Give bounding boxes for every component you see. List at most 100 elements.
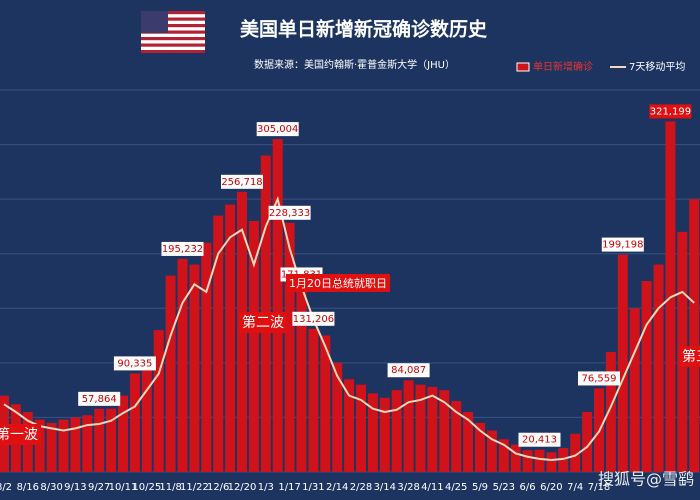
bar — [308, 328, 319, 472]
legend-label: 7天移动平均 — [629, 60, 685, 73]
bar — [427, 386, 438, 472]
bar — [522, 450, 533, 472]
bar — [118, 395, 128, 472]
x-tick-label: 9/27 — [88, 482, 110, 493]
data-label-box — [292, 311, 335, 326]
annotation-box — [0, 424, 41, 445]
bar — [129, 373, 140, 472]
bar — [70, 417, 81, 472]
bar — [415, 384, 426, 472]
data-label: 195,232 — [161, 241, 204, 256]
data-label-box — [601, 237, 644, 252]
data-label-box — [387, 363, 430, 378]
data-label: 131,206 — [292, 311, 335, 326]
bar — [356, 384, 366, 472]
bar — [106, 408, 117, 472]
annotation-box — [679, 346, 700, 367]
bar — [546, 452, 557, 472]
bar — [213, 215, 224, 472]
watermark: 搜狐号@雪鹞 — [598, 470, 694, 489]
bar — [141, 362, 152, 472]
x-tick-label: 10/25 — [132, 482, 161, 493]
data-label-box — [161, 241, 204, 256]
chart-title: 美国单日新增新冠确诊数历史 — [240, 18, 488, 41]
bar — [498, 439, 509, 472]
x-tick-label: 1/17 — [278, 482, 300, 493]
data-label-text: 321,199 — [650, 106, 691, 117]
bar — [439, 390, 450, 472]
x-tick-label: 6/6 — [520, 482, 536, 493]
x-tick-label: 12/6 — [207, 482, 229, 493]
data-label: 57,864 — [78, 391, 121, 406]
bar — [689, 199, 700, 472]
annotation-box — [286, 274, 390, 292]
x-tick-label: 11/8 — [159, 482, 181, 493]
data-label: 76,559 — [578, 371, 620, 386]
x-tick-label: 12/20 — [228, 482, 257, 493]
bar — [296, 284, 307, 472]
bar — [320, 335, 331, 472]
x-tick-label: 8/16 — [17, 482, 39, 493]
annotation: 1月20日总统就职日 — [289, 276, 387, 290]
data-label-text: 84,087 — [391, 365, 426, 376]
data-label-text: 76,559 — [582, 373, 617, 384]
data-label-text: 256,718 — [221, 177, 262, 188]
bar — [605, 351, 616, 472]
x-tick-label: 10/11 — [109, 482, 138, 493]
bar — [367, 393, 378, 472]
chart-subtitle: 数据来源：美国约翰斯·霍普金斯大学（JHU） — [254, 58, 455, 71]
data-label: 305,004 — [256, 122, 299, 137]
bar — [653, 264, 664, 472]
x-tick-label: 6/20 — [540, 482, 562, 493]
bar — [177, 258, 188, 472]
x-tick-label: 3/28 — [397, 482, 419, 493]
bar — [248, 220, 259, 472]
bar — [201, 242, 212, 472]
bar — [189, 264, 200, 472]
x-tick-label: 2/28 — [350, 482, 372, 493]
bar — [570, 433, 581, 472]
bar — [486, 430, 497, 472]
legend-swatch — [516, 62, 530, 72]
x-tick-label: 8/2 — [0, 482, 12, 493]
bar — [82, 415, 93, 472]
bar — [272, 139, 283, 472]
data-label: 84,087 — [387, 363, 430, 378]
bar — [94, 408, 105, 472]
bar — [641, 281, 652, 472]
data-label-box — [113, 356, 156, 371]
flag — [141, 11, 205, 53]
data-label: 199,198 — [601, 237, 644, 252]
bar — [510, 444, 521, 472]
bar — [617, 254, 628, 472]
data-label-box — [78, 391, 121, 406]
data-label-text: 228,333 — [269, 208, 310, 219]
data-label: 321,199 — [649, 104, 692, 119]
bar — [58, 419, 69, 472]
bar — [46, 422, 57, 472]
x-tick-label: 1/3 — [258, 482, 274, 493]
x-tick-label: 5/23 — [493, 482, 515, 493]
bar — [379, 397, 390, 472]
bar — [391, 390, 402, 472]
bar — [284, 222, 295, 472]
bar — [558, 447, 569, 472]
data-label-box — [518, 432, 561, 447]
bar — [225, 204, 236, 472]
annotation: 第一波 — [0, 426, 38, 443]
x-tick-label: 1/31 — [302, 482, 324, 493]
bar — [344, 379, 355, 472]
bar — [332, 362, 343, 472]
annotation-box — [239, 312, 287, 333]
x-tick-label: 8/30 — [40, 482, 62, 493]
data-label-text: 195,232 — [162, 244, 203, 255]
data-label-text: 199,198 — [602, 240, 643, 251]
data-label: 90,335 — [113, 356, 156, 371]
bar — [403, 380, 414, 472]
data-label-text: 305,004 — [257, 124, 298, 135]
data-label-text: 131,206 — [293, 314, 334, 325]
data-label-text: 90,335 — [117, 358, 152, 369]
moving-average-line — [3, 196, 695, 461]
bar — [475, 422, 485, 472]
